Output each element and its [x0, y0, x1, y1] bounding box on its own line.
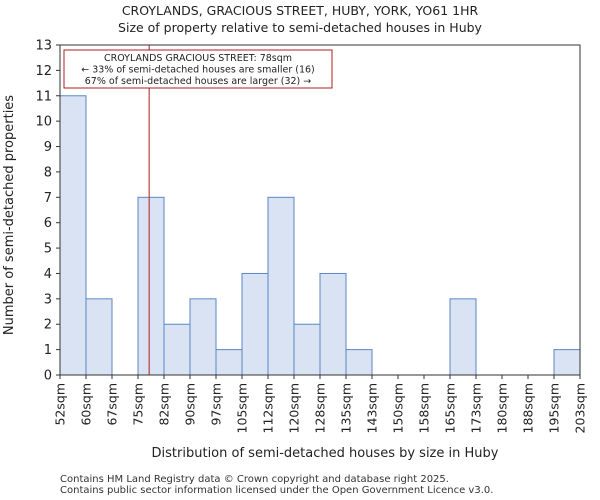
- histogram-bar: [137, 196, 165, 376]
- y-tick-label: 4: [44, 267, 52, 282]
- y-tick-label: 13: [35, 39, 52, 54]
- annotation-line-3: 67% of semi-detached houses are larger (…: [85, 76, 312, 87]
- histogram-bar: [241, 272, 269, 376]
- x-tick-label: 203sqm: [573, 383, 588, 433]
- y-tick-label: 12: [35, 64, 52, 79]
- x-tick-label: 52sqm: [53, 383, 68, 426]
- x-tick-label: 128sqm: [313, 383, 328, 433]
- x-tick-label: 75sqm: [131, 383, 146, 426]
- x-tick-label: 82sqm: [157, 383, 172, 426]
- x-tick-label: 143sqm: [365, 383, 380, 433]
- histogram-bar: [345, 349, 373, 376]
- histogram-bar: [59, 95, 87, 376]
- y-tick-label: 7: [44, 191, 52, 206]
- chart-subtitle: Size of property relative to semi-detach…: [118, 20, 482, 35]
- y-tick-label: 1: [44, 343, 52, 358]
- annotation-line-1: CROYLANDS GRACIOUS STREET: 78sqm: [104, 53, 292, 64]
- y-tick-label: 0: [44, 369, 52, 384]
- histogram-bar: [267, 196, 295, 376]
- x-tick-label: 135sqm: [339, 383, 354, 433]
- x-tick-label: 195sqm: [547, 383, 562, 433]
- y-tick-label: 3: [44, 292, 52, 307]
- y-tick-label: 11: [35, 89, 52, 104]
- x-tick-label: 105sqm: [235, 383, 250, 433]
- y-tick-label: 10: [35, 115, 52, 130]
- y-tick-label: 6: [44, 216, 52, 231]
- histogram-bar: [215, 349, 243, 376]
- x-tick-label: 67sqm: [105, 383, 120, 426]
- y-tick-label: 2: [44, 318, 52, 333]
- x-tick-label: 112sqm: [261, 383, 276, 433]
- annotation-box: [63, 49, 333, 89]
- annotation-line-2: ← 33% of semi-detached houses are smalle…: [81, 65, 315, 76]
- y-tick-label: 8: [44, 165, 52, 180]
- x-tick-label: 60sqm: [79, 383, 94, 426]
- histogram-bar: [449, 298, 477, 376]
- histogram-bar: [85, 298, 113, 376]
- y-tick-label: 5: [44, 242, 52, 257]
- x-tick-label: 90sqm: [183, 383, 198, 426]
- x-tick-label: 150sqm: [391, 383, 406, 433]
- footer-copyright: Contains HM Land Registry data © Crown c…: [60, 474, 449, 485]
- x-tick-label: 180sqm: [495, 383, 510, 433]
- x-tick-label: 120sqm: [287, 383, 302, 433]
- chart-title: CROYLANDS, GRACIOUS STREET, HUBY, YORK, …: [121, 3, 479, 18]
- x-tick-label: 97sqm: [209, 383, 224, 426]
- x-axis-label: Distribution of semi-detached houses by …: [152, 446, 499, 461]
- y-tick-label: 9: [44, 140, 52, 155]
- histogram-bar: [189, 298, 217, 376]
- histogram-bar: [293, 323, 321, 376]
- histogram-bar: [319, 272, 347, 376]
- footer-licence: Contains public sector information licen…: [60, 485, 494, 496]
- histogram-bar: [553, 349, 581, 376]
- x-tick-label: 188sqm: [521, 383, 536, 433]
- x-tick-label: 173sqm: [469, 383, 484, 433]
- x-tick-label: 165sqm: [443, 383, 458, 433]
- x-tick-label: 158sqm: [417, 383, 432, 433]
- y-axis-label: Number of semi-detached properties: [2, 95, 17, 335]
- histogram-bar: [163, 323, 191, 376]
